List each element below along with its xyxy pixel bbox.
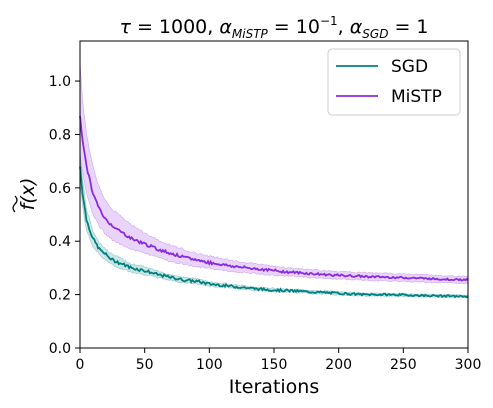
y-axis-label: f(x) xyxy=(17,178,39,211)
y-tick-label: 0.6 xyxy=(49,181,71,197)
x-tick-label: 150 xyxy=(261,357,288,373)
title-mistp-value: = 10 xyxy=(268,16,320,38)
legend: SGD MiSTP xyxy=(327,48,461,116)
x-tick-label: 100 xyxy=(196,357,223,373)
y-tick-label: 0.0 xyxy=(49,341,71,357)
y-tick-label: 0.4 xyxy=(49,234,71,250)
title-mistp-exponent: −1 xyxy=(320,14,338,28)
x-tick-label: 0 xyxy=(76,357,85,373)
title-sgd-value: = 1 xyxy=(388,16,428,38)
y-axis-label-tilde xyxy=(12,195,18,213)
x-axis-ticks: 0 50 100 150 200 250 300 xyxy=(76,348,482,373)
y-axis-label-group: f(x) xyxy=(12,178,39,213)
title-alpha-sgd: α xyxy=(350,16,363,38)
y-tick-label: 1.0 xyxy=(49,74,71,90)
x-tick-label: 50 xyxy=(136,357,154,373)
y-tick-label: 0.8 xyxy=(49,127,71,143)
title-mistp-subscript: MiSTP xyxy=(232,27,269,41)
title-separator: , xyxy=(338,16,350,38)
x-tick-label: 200 xyxy=(325,357,352,373)
chart-title: τ = 1000, αMiSTP = 10−1, αSGD = 1 xyxy=(119,14,428,41)
line-mistp xyxy=(79,115,469,282)
legend-label-sgd: SGD xyxy=(391,57,428,77)
x-tick-label: 250 xyxy=(390,357,417,373)
x-tick-label: 300 xyxy=(455,357,482,373)
series-lines xyxy=(79,115,469,299)
x-axis-label: Iterations xyxy=(229,376,320,398)
title-sgd-subscript: SGD xyxy=(362,27,388,41)
title-alpha-mistp: α xyxy=(219,16,232,38)
title-tau-value: = 1000, xyxy=(131,16,219,38)
y-axis-ticks: 0.0 0.2 0.4 0.6 0.8 1.0 xyxy=(49,74,80,357)
title-tau: τ xyxy=(119,16,131,38)
legend-label-mistp: MiSTP xyxy=(391,87,442,107)
y-tick-label: 0.2 xyxy=(49,288,71,304)
line-sgd xyxy=(79,166,469,299)
